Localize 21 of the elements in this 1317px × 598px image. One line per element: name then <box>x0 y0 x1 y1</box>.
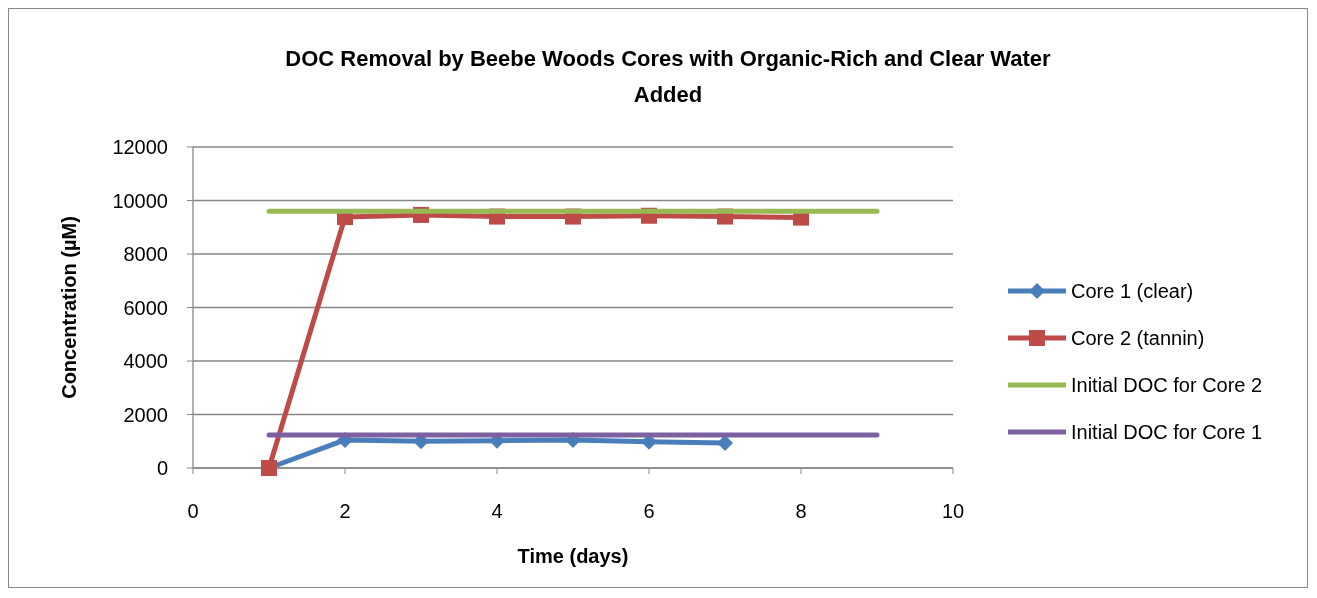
y-tick-label: 2000 <box>123 403 168 426</box>
legend-label: Initial DOC for Core 2 <box>1071 374 1263 396</box>
legend-label: Core 2 (tannin) <box>1071 327 1205 349</box>
legend-label: Initial DOC for Core 1 <box>1071 421 1263 443</box>
x-tick-label: 4 <box>491 500 503 522</box>
y-tick-label: 12000 <box>112 136 168 158</box>
y-tick-label: 10000 <box>112 189 168 212</box>
y-tick-label: 4000 <box>123 350 168 372</box>
y-tick-label: 0 <box>156 457 168 479</box>
x-tick-label: 0 <box>187 500 199 522</box>
x-tick-label: 8 <box>795 500 807 522</box>
chart-title: DOC Removal by Beebe Woods Cores with Organic-Rich and Clear Water Added <box>285 46 1052 107</box>
legend-label: Core 1 (clear) <box>1071 280 1194 302</box>
x-tick-label: 6 <box>643 500 655 522</box>
y-axis-title: Concentration (µM) <box>58 216 80 399</box>
point <box>717 435 733 452</box>
x-axis-title: Time (days) <box>517 545 629 567</box>
y-tick-label: 6000 <box>123 296 168 319</box>
x-tick-label: 10 <box>941 500 965 522</box>
x-tick-label: 2 <box>339 500 351 522</box>
y-tick-label: 8000 <box>123 243 168 265</box>
